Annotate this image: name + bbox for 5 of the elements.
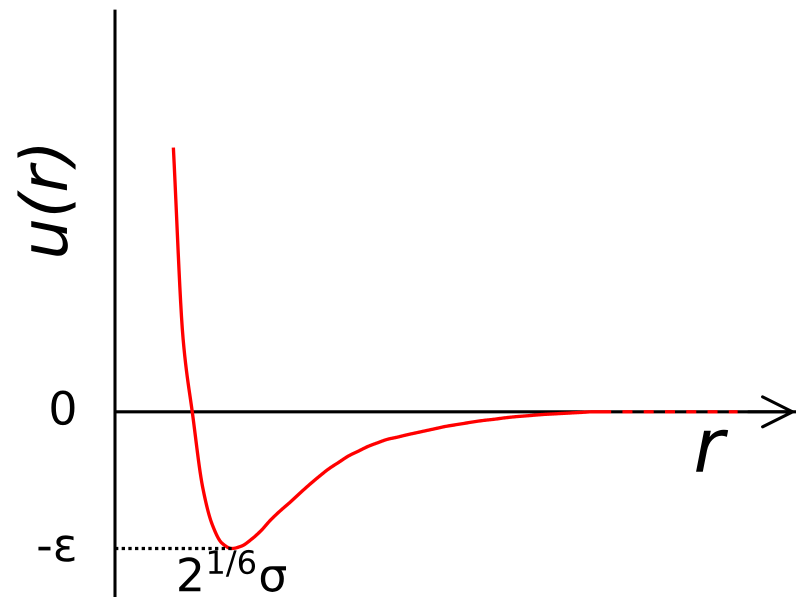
y-axis-title: u(r) bbox=[17, 147, 76, 256]
text: 2$^{1/6}$σ bbox=[179, 550, 286, 592]
x-axis-title: r bbox=[696, 430, 728, 472]
text: 0 bbox=[51, 390, 74, 426]
text: -ε bbox=[38, 535, 74, 562]
